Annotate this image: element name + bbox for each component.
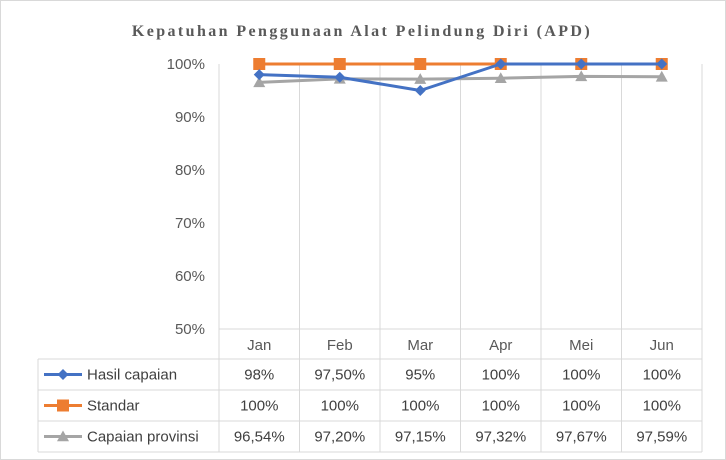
table-cell: 95% (405, 367, 435, 384)
marker-square (333, 58, 346, 70)
table-cell: 97,59% (636, 429, 687, 446)
marker-square (414, 58, 427, 70)
table-cell: 100% (643, 398, 681, 415)
plot-area (253, 58, 668, 96)
series-name: Capaian provinsi (87, 429, 199, 446)
y-tick-label: 80% (175, 162, 205, 179)
x-tick-label: Jun (650, 337, 674, 354)
x-tick-label: Feb (327, 337, 353, 354)
marker-diamond (495, 58, 507, 70)
marker-square (57, 399, 69, 412)
x-tick-label: Jan (247, 337, 271, 354)
table-cell: 98% (244, 367, 274, 384)
table-cell: 100% (482, 367, 520, 384)
marker-diamond (414, 85, 426, 96)
table-cell: 100% (401, 398, 439, 415)
table-cell: 96,54% (234, 429, 285, 446)
y-tick-label: 70% (175, 215, 205, 232)
table-cell: 97,15% (395, 429, 446, 446)
table-cell: 97,67% (556, 429, 607, 446)
marker-triangle (575, 70, 588, 82)
y-tick-label: 100% (167, 56, 205, 73)
y-tick-label: 90% (175, 109, 205, 126)
marker-triangle (57, 430, 69, 442)
marker-triangle (414, 73, 427, 84)
table-cell: 100% (562, 367, 600, 384)
y-tick-label: 60% (175, 268, 205, 285)
marker-triangle (655, 70, 668, 82)
series-line (259, 62, 662, 92)
marker-diamond (334, 71, 346, 83)
table-cell: 97,20% (314, 429, 365, 446)
marker-diamond (656, 58, 668, 70)
series-name: Hasil capaian (87, 367, 177, 384)
marker-triangle (253, 76, 266, 88)
table-cell: 97,50% (314, 367, 365, 384)
y-axis: 50% 60% 70% 80% 90% 100% (167, 56, 205, 338)
marker-triangle (494, 72, 507, 84)
marker-diamond (253, 69, 265, 81)
marker-square (253, 58, 266, 70)
marker-diamond (57, 369, 69, 380)
data-table: Jan Feb Mar Apr Mei Jun Hasil capaian 98% 97,50%… (37, 337, 702, 453)
chart-title: Kepatuhan Penggunaan Alat Pelindung Diri… (132, 23, 592, 40)
table-cell: 100% (562, 398, 600, 415)
table-cell: 100% (240, 398, 278, 415)
table-cell: 97,32% (475, 429, 526, 446)
table-cell: 100% (482, 398, 520, 415)
x-tick-label: Apr (489, 337, 512, 354)
x-tick-label: Mar (407, 337, 433, 354)
table-cell: 100% (321, 398, 359, 415)
y-tick-label: 50% (175, 321, 205, 338)
series-name: Standar (87, 398, 140, 415)
marker-diamond (575, 58, 587, 70)
table-cell: 100% (643, 367, 681, 384)
grid (218, 64, 703, 452)
x-tick-label: Mei (569, 337, 593, 354)
